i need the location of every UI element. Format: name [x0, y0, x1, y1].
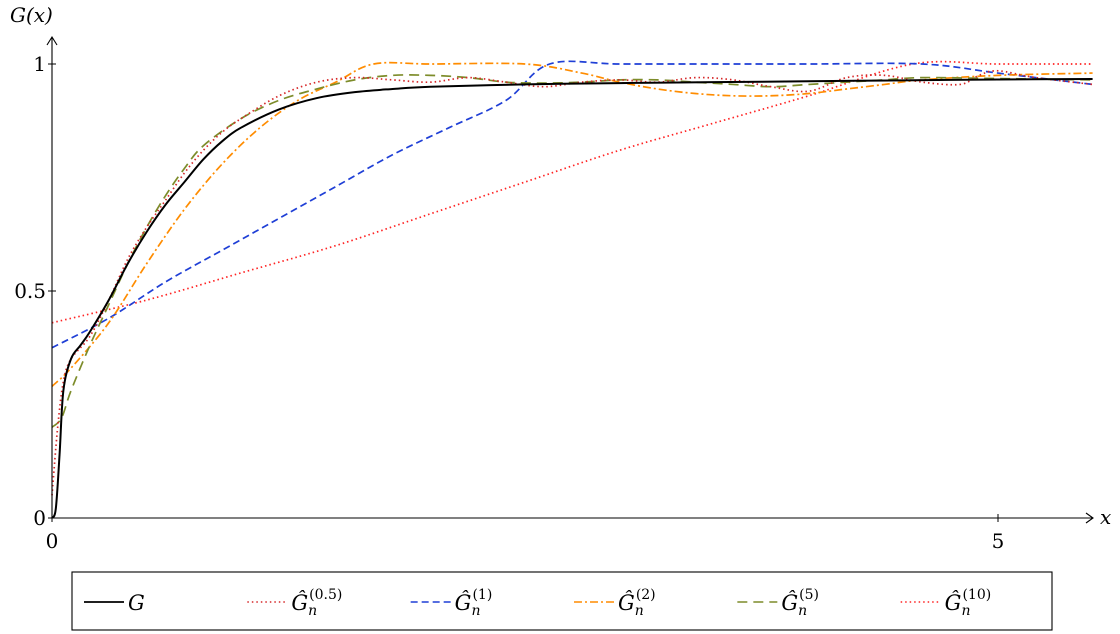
- series-line-1: [51, 69, 1093, 496]
- legend: G Ĝn(0.5) Ĝn(1) Ĝn(2) Ĝn(5) Ĝn(10): [71, 571, 1053, 631]
- legend-label: Ĝn(0.5): [291, 587, 342, 619]
- series-line-2: [51, 60, 1093, 349]
- y-tick-label: 0: [33, 506, 46, 530]
- legend-label-main: Ĝ: [455, 590, 472, 615]
- legend-label-sub: n: [471, 603, 480, 619]
- y-axis-arrow-icon: [46, 35, 58, 46]
- legend-label: Ĝn(1): [455, 587, 493, 619]
- tick-layer: 0 5 0 0.5 1: [14, 52, 1004, 553]
- x-tick-label: 5: [992, 529, 1005, 553]
- y-axis-label: G(x): [10, 3, 53, 27]
- y-tick-label: 0.5: [14, 279, 46, 303]
- legend-label-sup: (10): [962, 587, 991, 603]
- legend-label-sub: n: [961, 603, 970, 619]
- x-tick-label: 0: [46, 529, 59, 553]
- series-line-0: [51, 77, 1093, 519]
- series-layer: [51, 60, 1093, 519]
- legend-label: G: [128, 591, 145, 615]
- legend-label-sup: (2): [636, 587, 656, 603]
- legend-label: Ĝn(2): [618, 587, 656, 619]
- legend-label-sup: (5): [799, 587, 819, 603]
- series-line-5: [51, 60, 1093, 324]
- y-tick-label: 1: [33, 52, 46, 76]
- legend-label-main: Ĝ: [945, 590, 962, 615]
- legend-label-sup: (1): [472, 587, 492, 603]
- x-axis-label: x: [1100, 505, 1111, 529]
- legend-label-main: Ĝ: [781, 590, 798, 615]
- legend-label: Ĝn(5): [781, 587, 819, 619]
- series-line-4: [51, 74, 1093, 428]
- x-axis-arrow-icon: [1085, 512, 1094, 524]
- legend-items: G Ĝn(0.5) Ĝn(1) Ĝn(2) Ĝn(5) Ĝn(10): [84, 587, 991, 619]
- legend-label-sub: n: [635, 603, 644, 619]
- legend-label-sub: n: [308, 603, 317, 619]
- series-line-3: [51, 61, 1093, 387]
- legend-label-sup: (0.5): [309, 587, 342, 603]
- legend-label-main: Ĝ: [618, 590, 635, 615]
- legend-label: Ĝn(10): [945, 587, 992, 619]
- legend-label-sub: n: [798, 603, 807, 619]
- legend-label-main: Ĝ: [291, 590, 308, 615]
- legend-label-main: G: [128, 591, 145, 615]
- legend-box: [71, 571, 1053, 631]
